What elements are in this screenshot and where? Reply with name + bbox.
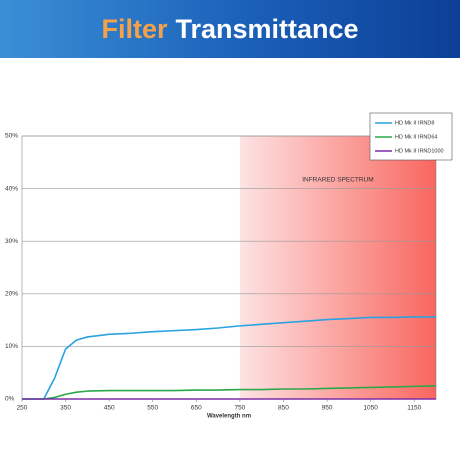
x-tick-label: 650 bbox=[191, 405, 202, 412]
x-tick-label: 950 bbox=[322, 405, 333, 412]
y-tick-label: 0% bbox=[5, 396, 15, 403]
x-axis-label: Wavelength nm bbox=[207, 414, 251, 420]
x-tick-label: 1150 bbox=[407, 405, 421, 412]
y-tick-label: 10% bbox=[5, 343, 18, 350]
legend-label: HD Mk II IRND8 bbox=[395, 120, 434, 126]
series-line bbox=[22, 385, 437, 400]
chart: INFRARED SPECTRUM 0% 10% 20% 30% 40% 50% 250 350… bbox=[5, 112, 453, 420]
y-tick-label: 20% bbox=[5, 291, 18, 298]
x-tick-label: 450 bbox=[104, 405, 115, 412]
x-tick-label: 1050 bbox=[363, 405, 378, 412]
x-tick-label: 350 bbox=[60, 405, 71, 412]
x-tick-label: 250 bbox=[17, 405, 28, 412]
region-label: INFRARED SPECTRUM bbox=[302, 177, 374, 184]
header: Filter Transmittance bbox=[0, 0, 460, 58]
legend-label: HD Mk II IRND1000 bbox=[395, 148, 444, 154]
x-tick-label: 550 bbox=[147, 405, 158, 412]
x-tick-label: 750 bbox=[234, 405, 245, 412]
shaded-region bbox=[239, 136, 436, 399]
title-highlight: Filter bbox=[101, 13, 168, 44]
legend-label: HD Mk II IRND64 bbox=[395, 134, 437, 140]
x-tick-label: 850 bbox=[278, 405, 289, 412]
series-line bbox=[22, 316, 436, 400]
y-tick-label: 40% bbox=[5, 185, 18, 192]
y-tick-label: 30% bbox=[5, 238, 18, 245]
title: Transmittance bbox=[175, 13, 359, 44]
y-tick-label: 50% bbox=[5, 133, 18, 140]
